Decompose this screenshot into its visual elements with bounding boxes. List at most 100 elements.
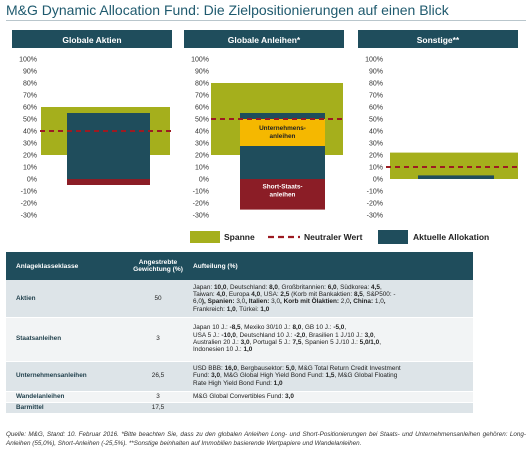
- breakdown-label: Australien 20 J.:: [193, 339, 241, 346]
- breakdown-value: , China:: [349, 298, 375, 306]
- breakdown-value: 7,5: [292, 339, 302, 346]
- breakdown-cell: Japan: 10,0, Deutschland: 8,0, Großbrita…: [190, 280, 473, 318]
- y-tick-label: 30%: [23, 141, 37, 148]
- y-tick-label: 20%: [23, 153, 37, 160]
- allocation-bar: [418, 175, 494, 179]
- legend-range-swatch: [190, 231, 220, 243]
- breakdown-value: 5,0: [285, 364, 295, 372]
- breakdown-line: M&G Global Convertibles Fund: 3,0: [193, 393, 470, 400]
- target-weight-cell: 50: [126, 280, 190, 318]
- y-tick-label: 40%: [195, 129, 209, 136]
- breakdown-value: -8,5: [229, 324, 241, 332]
- segment-label: Short-Staats-: [262, 184, 302, 191]
- y-tick-label: 10%: [23, 165, 37, 172]
- y-tick-label: 90%: [195, 69, 209, 76]
- breakdown-line: USD BBB: 16,0, Bergbausektor: 5,0, M&G T…: [193, 365, 470, 372]
- y-tick-label: 30%: [195, 141, 209, 148]
- y-tick-label: 80%: [23, 81, 37, 88]
- y-tick-label: 30%: [369, 141, 383, 148]
- breakdown-value: 4,0: [251, 290, 261, 298]
- breakdown-value: 4,5: [371, 283, 380, 291]
- y-tick-label: 0%: [373, 177, 383, 184]
- breakdown-value: ), Spanien:: [201, 298, 237, 306]
- breakdown-value: 1,0: [226, 305, 236, 313]
- legend-allocation-swatch: [378, 230, 408, 244]
- y-tick-label: -10%: [193, 189, 209, 196]
- panel-title: Globale Anleihen*: [228, 35, 301, 45]
- asset-class-cell: Unternehmensanleihen: [6, 361, 126, 392]
- breakdown-line: 6,0), Spanien: 3,0, Italien: 3,0, Korb m…: [193, 298, 470, 305]
- breakdown-value: 8,0: [269, 283, 278, 291]
- breakdown-label: Taiwan:: [193, 290, 217, 298]
- breakdown-label: USA 5 J.:: [193, 331, 222, 339]
- y-tick-label: 90%: [23, 69, 37, 76]
- breakdown-label: Fund:: [193, 372, 212, 380]
- y-tick-label: 70%: [195, 93, 209, 100]
- segment-label: anleihen: [270, 192, 296, 199]
- allocation-bar: [240, 146, 325, 179]
- breakdown-cell: Japan 10 J.: -8,5, Mexiko 30/10 J.: 8,0,…: [190, 317, 473, 362]
- y-tick-label: -20%: [193, 201, 209, 208]
- breakdown-line: Indonesien 10 J.: 1,0: [193, 346, 470, 353]
- breakdown-label: , Großbritannien:: [277, 283, 328, 291]
- asset-class-cell: Barmittel: [6, 402, 126, 414]
- y-tick-label: 80%: [195, 81, 209, 88]
- breakdown-line: Frankreich: 1,0, Türkei: 1,0: [193, 306, 470, 313]
- breakdown-label: , M&G Total Return Credit Investment: [294, 364, 401, 372]
- panel-header: [358, 30, 518, 48]
- table-header-row: Anlageklasseklasse Angestrebte Gewichtun…: [6, 252, 473, 280]
- table-row: Barmittel 17,5: [6, 402, 473, 414]
- y-tick-label: -30%: [21, 213, 37, 220]
- breakdown-label: , Deutschland 10 J.:: [236, 331, 295, 339]
- y-tick-label: 10%: [195, 165, 209, 172]
- breakdown-label: ,: [379, 283, 382, 291]
- breakdown-value: 8,0: [292, 324, 302, 332]
- breakdown-value: 1,5: [325, 372, 335, 380]
- y-tick-label: -20%: [21, 201, 37, 208]
- breakdown-value: -5,0: [333, 324, 345, 332]
- breakdown-label: ,: [379, 339, 381, 346]
- breakdown-value: 3,0: [364, 331, 374, 339]
- breakdown-value: -2,0: [294, 331, 306, 339]
- table-row: Aktien 50 Japan: 10,0, Deutschland: 8,0, G…: [6, 280, 473, 318]
- y-tick-label: 50%: [195, 117, 209, 124]
- panel-title: Globale Aktien: [62, 35, 121, 45]
- breakdown-label: , Mexiko 30/10 J.:: [240, 324, 293, 332]
- y-tick-label: 90%: [369, 69, 383, 76]
- breakdown-label: , Europa: [225, 290, 252, 298]
- legend-neutral-label: Neutraler Wert: [304, 232, 363, 242]
- breakdown-line: Rate High Yield Bond Fund: 1,0: [193, 380, 470, 387]
- target-weight-cell: 3: [126, 391, 190, 403]
- panel-header: [12, 30, 172, 48]
- breakdown-label: ,: [373, 331, 376, 339]
- breakdown-line: Taiwan: 4,0, Europa 4,0, USA: 2,5 (Korb …: [193, 291, 470, 298]
- asset-class-cell: Staatsanleihen: [6, 317, 126, 362]
- breakdown-label: Indonesien 10 J.:: [193, 346, 244, 354]
- breakdown-label: 3,0: [236, 298, 246, 306]
- segment-label: anleihen: [270, 133, 296, 140]
- breakdown-value: ,: [383, 298, 386, 306]
- breakdown-label: USD BBB:: [193, 364, 225, 372]
- table-row: Staatsanleihen 3 Japan 10 J.: -8,5, Mexiko…: [6, 317, 473, 362]
- corporate-bond-bar: [240, 119, 325, 146]
- breakdown-value: 1,0: [243, 346, 253, 354]
- y-tick-label: 20%: [195, 153, 209, 160]
- breakdown-value: 5,0/1,0: [359, 339, 380, 346]
- breakdown-label: ,: [344, 324, 347, 332]
- short-allocation-bar: [67, 179, 150, 185]
- y-tick-label: -30%: [193, 213, 209, 220]
- breakdown-label: , USA:: [260, 290, 281, 298]
- breakdown-label: 2,0: [340, 298, 350, 306]
- allocation-bar: [240, 113, 325, 119]
- header-asset-class: Anlageklasseklasse: [6, 252, 126, 280]
- breakdown-line: Fund: 3,0, M&G Global High Yield Bond Fu…: [193, 372, 470, 379]
- breakdown-cell: M&G Global Convertibles Fund: 3,0: [190, 391, 473, 403]
- breakdown-label: , Bergbausektor:: [237, 364, 286, 372]
- breakdown-label: 1,0: [374, 298, 384, 306]
- table-row: Unternehmensanleihen 26,5 USD BBB: 16,0, B…: [6, 361, 473, 392]
- footnote: Quelle: M&G, Stand: 10. Februar 2016. *B…: [6, 431, 526, 447]
- breakdown-value: , Korb mit Ölaktien:: [280, 298, 341, 306]
- breakdown-label: Japan 10 J.:: [193, 324, 230, 332]
- breakdown-value: 3,0: [240, 339, 250, 346]
- y-tick-label: 60%: [195, 105, 209, 112]
